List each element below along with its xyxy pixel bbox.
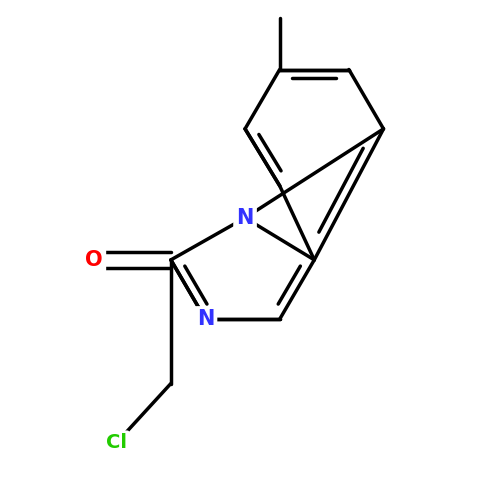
Text: O: O — [86, 250, 103, 270]
Text: N: N — [197, 309, 214, 329]
Text: N: N — [236, 208, 254, 228]
Text: Cl: Cl — [106, 434, 127, 452]
